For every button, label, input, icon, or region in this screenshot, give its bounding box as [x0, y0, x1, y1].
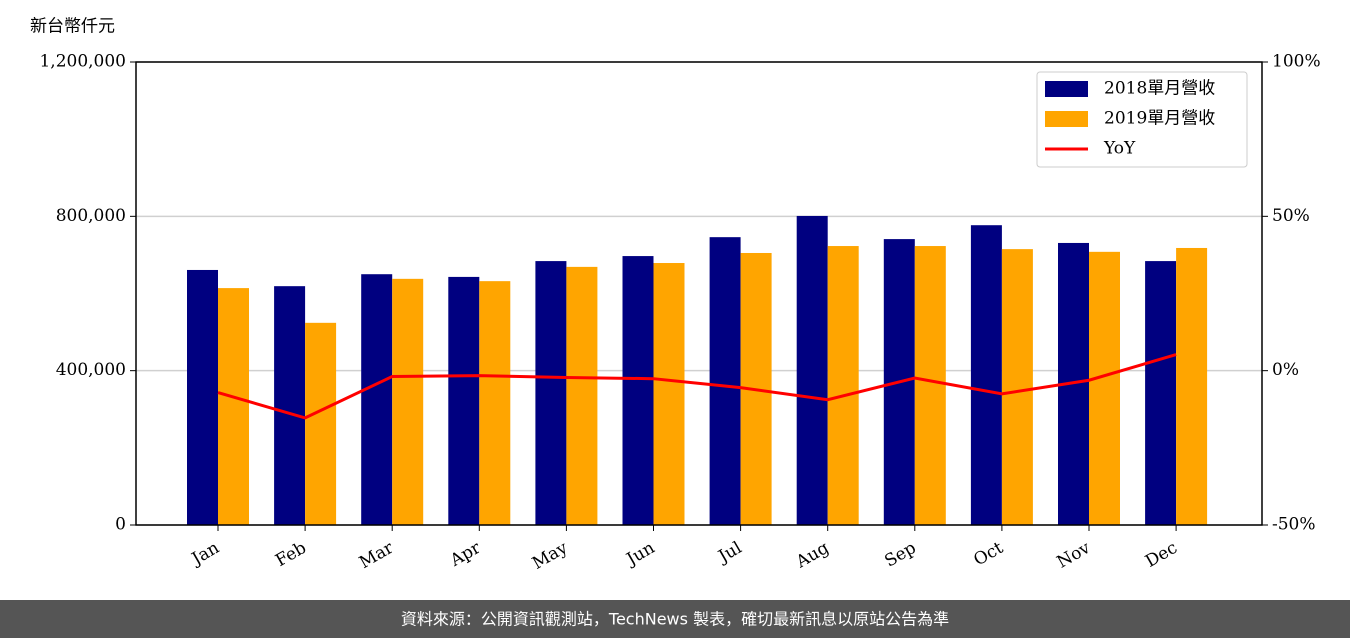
footer-bar [0, 600, 1350, 638]
bar [392, 278, 424, 525]
bar [1145, 261, 1177, 525]
bar [1001, 249, 1033, 526]
bar [796, 215, 828, 525]
bar [914, 246, 946, 526]
bar [305, 322, 337, 525]
plot-frame [135, 61, 1263, 526]
bar [622, 256, 654, 525]
y2-tick-label: -50% [1272, 515, 1316, 535]
legend-swatch [1045, 111, 1088, 127]
legend-label: 2018單月營收 [1104, 79, 1215, 99]
legend-box [1036, 71, 1248, 168]
bar [274, 286, 306, 525]
y2-tick-label: 50% [1272, 206, 1310, 226]
bar [653, 263, 685, 525]
bar [361, 274, 393, 525]
y-tick-label: 1,200,000 [39, 52, 126, 72]
y-tick-label: 0 [115, 515, 126, 535]
y2-tick-label: 100% [1272, 52, 1321, 72]
y-axis-label: 新台幣仟元 [30, 17, 115, 37]
bar [1089, 251, 1120, 525]
bar [1176, 247, 1208, 525]
legend-swatch [1045, 81, 1088, 97]
bar [566, 266, 598, 525]
footer: 資料來源：公開資訊觀測站，TechNews 製表，確切最新訊息以原站公告為準 [401, 610, 949, 629]
bar [827, 246, 859, 526]
line [217, 353, 1177, 420]
bar [709, 237, 741, 525]
y2-tick-label: 0% [1272, 360, 1299, 380]
legend-label: 2019單月營收 [1104, 109, 1215, 129]
bar [448, 276, 480, 525]
bar [535, 261, 567, 525]
bar [970, 225, 1002, 525]
y-tick-label: 800,000 [56, 206, 126, 226]
bar [479, 281, 511, 525]
y-tick-label: 400,000 [56, 360, 126, 380]
legend-label: YoY [1103, 139, 1136, 159]
bar [187, 269, 218, 525]
bar [218, 288, 249, 525]
